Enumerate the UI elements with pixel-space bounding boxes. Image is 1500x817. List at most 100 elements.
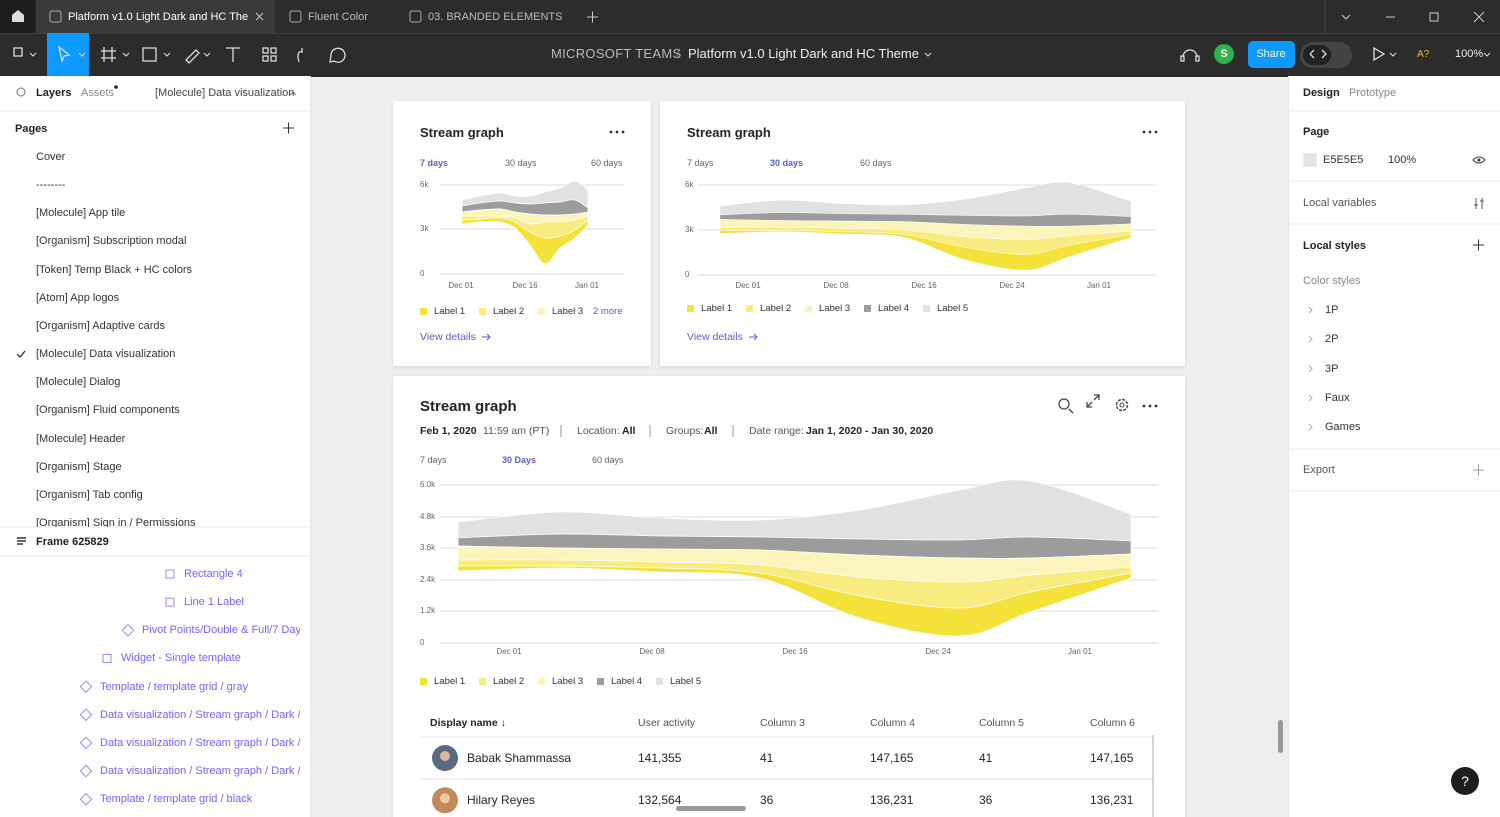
layer-item[interactable]: Data visualization / Stream graph / Dark… — [100, 765, 300, 778]
help-button[interactable] — [1451, 767, 1479, 795]
style-group[interactable]: 1P — [1325, 304, 1339, 316]
x-tick-label: Dec 24 — [999, 281, 1025, 290]
style-group[interactable]: 2P — [1325, 333, 1339, 346]
x-tick-label: Dec 08 — [639, 647, 665, 656]
stream-band — [719, 182, 1132, 217]
page-item[interactable]: -------- — [36, 179, 66, 192]
column-header[interactable]: User activity — [638, 717, 696, 729]
avatar[interactable] — [1214, 44, 1234, 64]
page-item[interactable]: [Atom] App logos — [36, 291, 120, 304]
panel-tab[interactable]: Assets — [81, 87, 115, 99]
share-button[interactable] — [1248, 41, 1295, 68]
more-link[interactable]: 2 more — [593, 306, 623, 317]
active-tab[interactable] — [36, 0, 275, 33]
column-header[interactable]: Column 6 — [1090, 717, 1135, 729]
layer-item[interactable]: Template / template grid / black — [100, 793, 253, 806]
tab-title[interactable]: Platform v1.0 Light Dark and HC Theme — [68, 11, 248, 23]
column-header[interactable]: Column 4 — [870, 717, 915, 729]
table-cell: 36 — [760, 793, 774, 808]
section-title: Local styles — [1303, 240, 1366, 252]
range-option[interactable]: 30 days — [770, 158, 804, 168]
y-tick-label: 2.4k — [420, 575, 436, 584]
range-option[interactable]: 30 Days — [502, 455, 537, 465]
table-cell: 41 — [979, 751, 993, 765]
expand-caret — [1308, 306, 1313, 314]
range-option[interactable]: 60 days — [592, 455, 624, 465]
style-group[interactable]: 3P — [1325, 362, 1339, 375]
column-header[interactable]: Display name ↓ — [430, 717, 506, 729]
layer-item[interactable]: Template / template grid / gray — [100, 680, 248, 693]
h-scrollbar[interactable] — [676, 806, 746, 811]
style-group[interactable]: Faux — [1325, 391, 1350, 404]
page-item[interactable]: [Organism] Subscription modal — [36, 235, 187, 248]
meta-label: Date range: — [749, 425, 804, 437]
page-item[interactable]: [Token] Temp Black + HC colors — [36, 263, 192, 276]
page-item[interactable]: [Molecule] Data visualization — [36, 348, 176, 361]
range-option[interactable]: 7 days — [420, 158, 449, 168]
opacity-value[interactable]: 100% — [1388, 154, 1417, 166]
tab-title[interactable]: 03. BRANDED ELEMENTS — [428, 11, 563, 23]
more-dot — [609, 130, 613, 134]
section-title: Pages — [15, 123, 48, 135]
page-item[interactable]: [Organism] Stage — [36, 460, 122, 473]
page-item[interactable]: [Organism] Adaptive cards — [36, 319, 166, 332]
zoom-level[interactable]: 100% — [1455, 48, 1484, 60]
column-header[interactable]: Column 5 — [979, 717, 1024, 729]
y-tick-label: 0 — [420, 269, 425, 278]
legend-swatch — [597, 678, 604, 685]
layer-item[interactable]: Data visualization / Stream graph / Dark… — [100, 708, 300, 721]
file-name[interactable]: Platform v1.0 Light Dark and HC Theme — [688, 46, 919, 61]
tab-title[interactable]: Fluent Color — [308, 11, 368, 23]
panel-tab[interactable]: Design — [1303, 87, 1340, 99]
y-tick-label: 6k — [420, 180, 429, 189]
window-controls — [1341, 11, 1485, 23]
legend-label: Label 3 — [819, 303, 851, 314]
home-icon — [12, 10, 24, 22]
breadcrumb: MICROSOFT TEAMS — [551, 46, 682, 61]
layer-item[interactable]: Pivot Points/Double & Full/7 Days — [142, 624, 300, 637]
card-title: Stream graph — [420, 398, 517, 415]
legend-label: Label 1 — [434, 306, 466, 317]
meta-time: 11:59 am (PT) — [483, 425, 550, 437]
page-selector[interactable]: [Molecule] Data visualization — [155, 87, 295, 99]
view-details-link[interactable]: View details — [687, 331, 743, 343]
tab-icon — [289, 10, 302, 23]
section-title[interactable]: Local variables — [1303, 197, 1377, 209]
legend-label: Label 5 — [937, 303, 969, 314]
view-details-link[interactable]: View details — [420, 331, 476, 343]
column-header[interactable]: Column 3 — [760, 717, 805, 729]
range-option[interactable]: 60 days — [860, 158, 892, 168]
range-option[interactable]: 60 days — [591, 158, 623, 168]
panel-tab[interactable]: Prototype — [1349, 87, 1397, 99]
page-item[interactable]: [Organism] Sign in / Permissions — [36, 516, 196, 527]
range-option[interactable]: 7 days — [687, 158, 714, 168]
layer-item[interactable]: Rectangle 4 — [184, 568, 243, 580]
y-tick-label: 3k — [420, 224, 429, 233]
range-option[interactable]: 7 days — [420, 455, 447, 465]
page-item[interactable]: [Molecule] Header — [36, 432, 126, 445]
section-title[interactable]: Export — [1303, 464, 1335, 476]
panel-tab[interactable]: Layers — [36, 87, 72, 99]
v-scrollbar[interactable] — [1278, 720, 1283, 753]
frame-name[interactable]: Frame 625829 — [36, 536, 109, 548]
page-item[interactable]: [Molecule] Dialog — [36, 376, 121, 389]
color-value[interactable]: E5E5E5 — [1323, 154, 1364, 166]
layer-item[interactable]: Widget - Single template — [121, 652, 241, 665]
y-tick-label: 4.8k — [420, 512, 436, 521]
page-item[interactable]: [Molecule] App tile — [36, 207, 126, 220]
layer-icon — [121, 623, 135, 637]
layer-item[interactable]: Data visualization / Stream graph / Dark… — [100, 736, 300, 749]
style-group[interactable]: Games — [1325, 421, 1361, 434]
range-option[interactable]: 30 days — [505, 158, 537, 168]
layer-item[interactable]: Line 1 Label — [184, 596, 244, 609]
help-label[interactable]: ? — [1461, 773, 1469, 789]
page-item[interactable]: Cover — [36, 151, 66, 163]
more-dot — [615, 130, 619, 134]
page-item[interactable]: [Organism] Fluid components — [36, 404, 180, 417]
x-tick-label: Dec 01 — [735, 281, 761, 290]
meta-value: All — [704, 425, 718, 437]
share-label[interactable]: Share — [1256, 48, 1286, 60]
add-style — [1473, 239, 1484, 251]
page-item[interactable]: [Organism] Tab config — [36, 488, 143, 501]
layer-icon — [79, 764, 93, 778]
